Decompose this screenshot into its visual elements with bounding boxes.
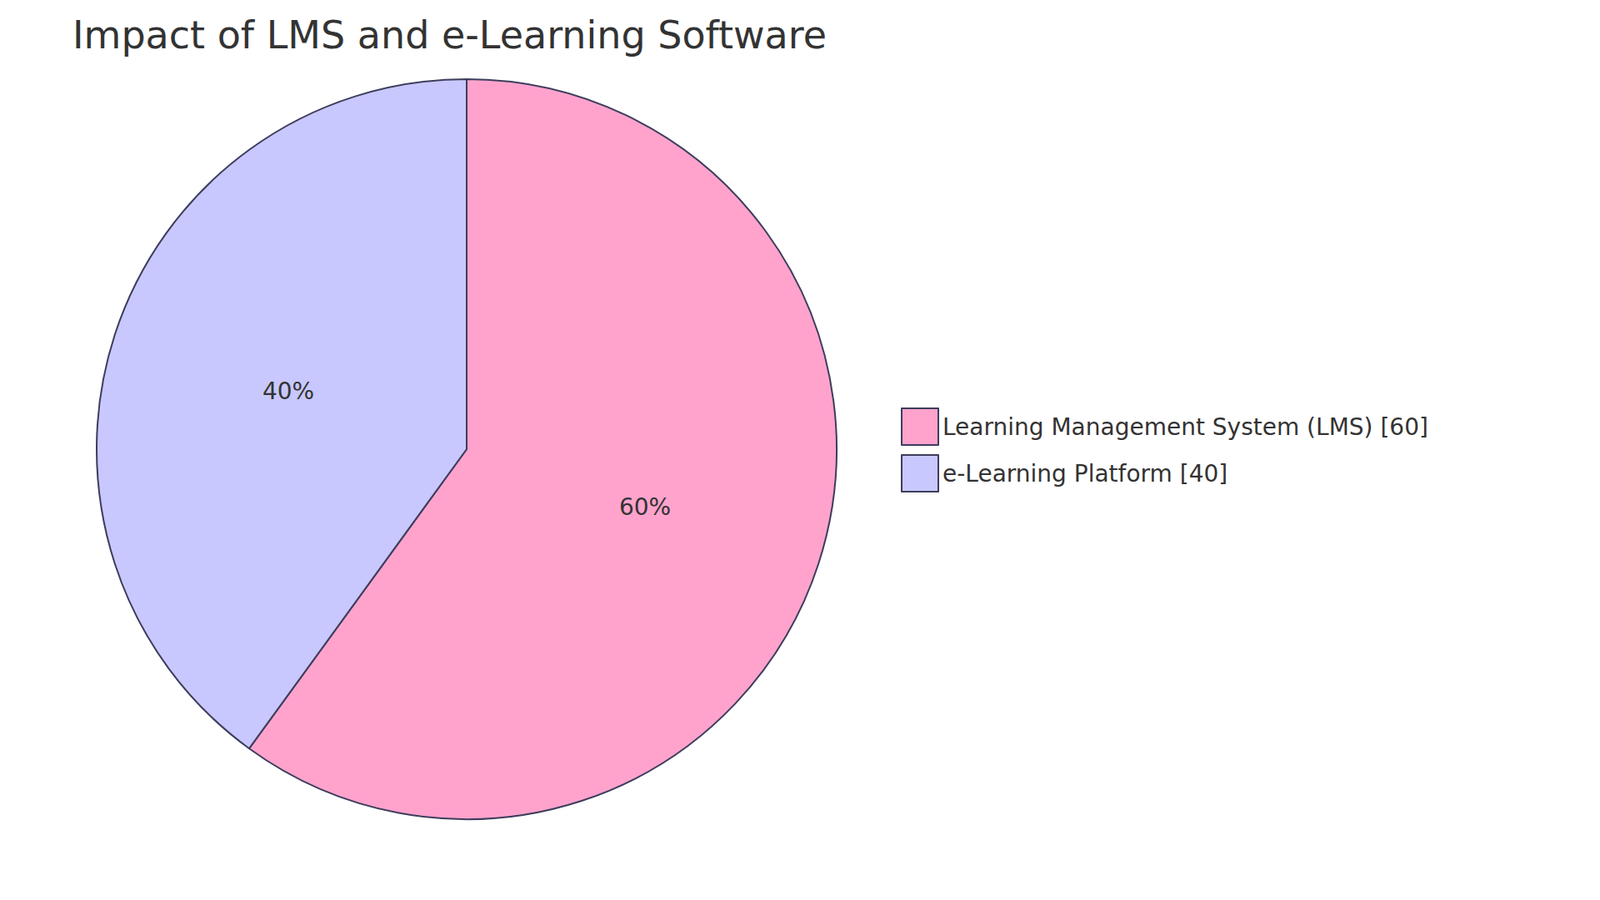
- svg-text:e-Learning Platform [40]: e-Learning Platform [40]: [942, 460, 1228, 488]
- svg-text:60%: 60%: [619, 493, 671, 521]
- svg-text:Learning Management System (LM: Learning Management System (LMS) [60]: [942, 413, 1429, 441]
- svg-text:40%: 40%: [262, 377, 315, 405]
- svg-text:Impact of LMS and e-Learning S: Impact of LMS and e-Learning Software: [72, 12, 827, 58]
